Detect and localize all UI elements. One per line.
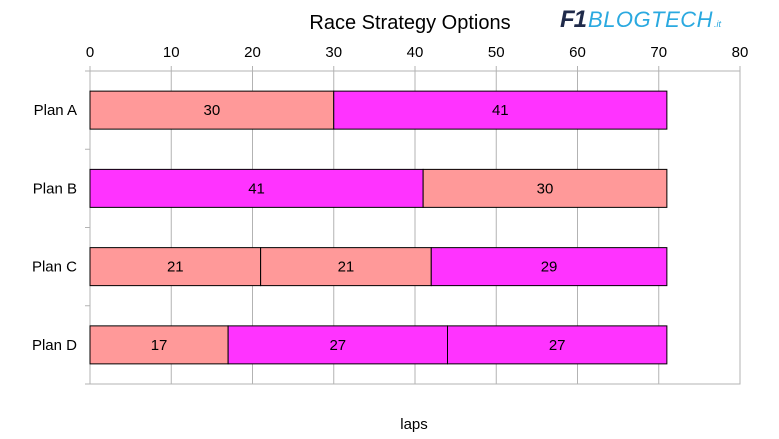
- stint-bar: [227, 325, 448, 365]
- x-axis-label: laps: [400, 416, 428, 433]
- stint-bar: [447, 325, 668, 365]
- chart-title: Race Strategy Options: [309, 12, 510, 34]
- x-tick-label: 70: [650, 44, 667, 61]
- stint-value-label: 41: [492, 102, 509, 119]
- y-category-label: Plan C: [32, 259, 77, 276]
- y-category-label: Plan B: [33, 180, 77, 197]
- stint-value-label: 21: [167, 259, 184, 276]
- x-tick-label: 40: [407, 44, 424, 61]
- stint-bar: [89, 247, 262, 287]
- stint-bar: [89, 325, 229, 365]
- x-tick-label: 60: [569, 44, 586, 61]
- logo-name: BLOGTECH: [588, 7, 714, 32]
- x-tick-label: 0: [86, 44, 94, 61]
- y-category-label: Plan A: [34, 102, 77, 119]
- stint-value-label: 27: [549, 337, 566, 354]
- y-category-label: Plan D: [32, 337, 77, 354]
- logo-mark: F1: [560, 6, 587, 33]
- f1blogtech-logo: F1 BLOGTECH .it: [560, 6, 721, 36]
- stint-value-label: 21: [338, 259, 355, 276]
- x-tick-label: 20: [244, 44, 261, 61]
- stint-value-label: 27: [329, 337, 346, 354]
- x-tick-label: 80: [732, 44, 749, 61]
- stint-value-label: 17: [151, 337, 168, 354]
- x-tick-label: 50: [488, 44, 505, 61]
- x-tick-label: 30: [325, 44, 342, 61]
- stint-bar: [89, 90, 335, 130]
- stint-value-label: 30: [204, 102, 221, 119]
- logo-tld: .it: [714, 19, 722, 29]
- stint-bar: [333, 90, 668, 130]
- stint-value-label: 29: [541, 259, 558, 276]
- x-tick-label: 10: [163, 44, 180, 61]
- stint-value-label: 30: [537, 180, 554, 197]
- stint-bar: [430, 247, 668, 287]
- stint-value-label: 41: [248, 180, 265, 197]
- stint-bar: [422, 168, 668, 208]
